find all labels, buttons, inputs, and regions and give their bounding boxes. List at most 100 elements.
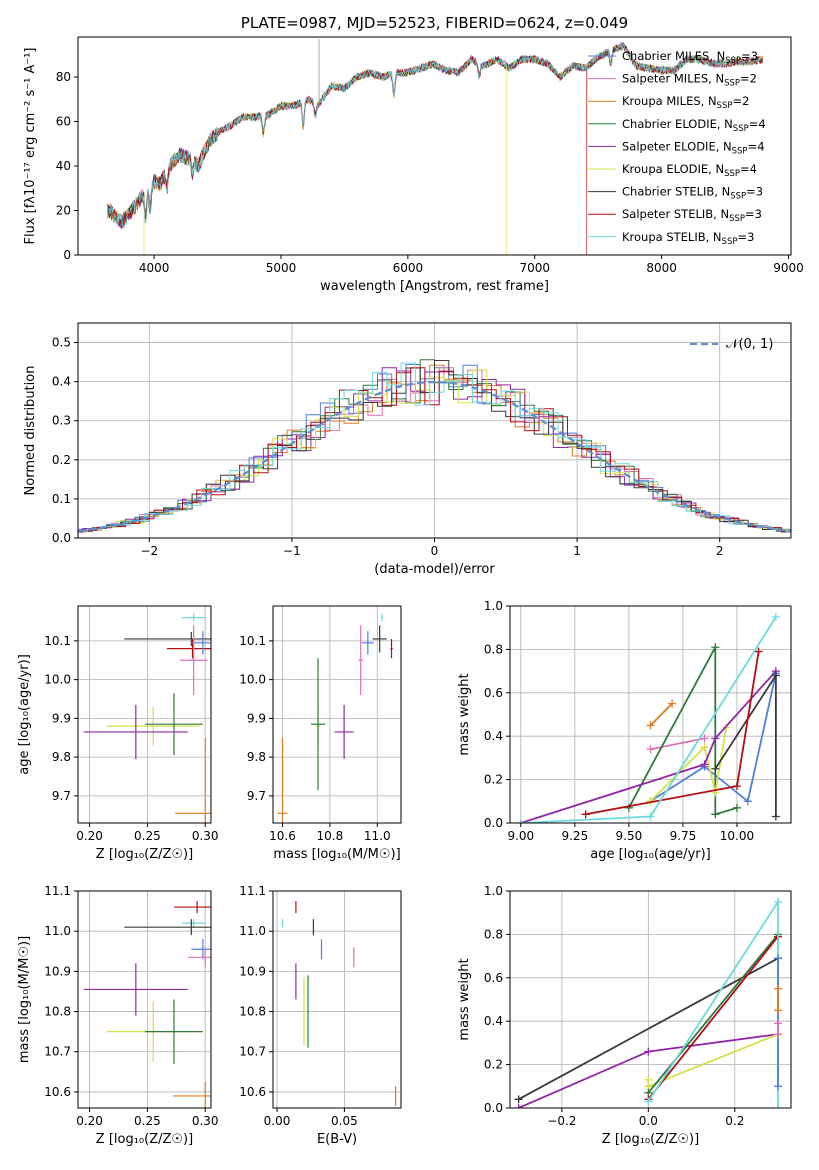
x-tick-label: 11.0	[364, 829, 391, 843]
errorbars	[83, 901, 211, 1108]
y-tick-label: 0.8	[484, 927, 503, 941]
weight-line-kroupa-miles	[649, 702, 673, 727]
errorbar-point	[358, 625, 364, 696]
weight-marker	[771, 612, 780, 621]
x-tick-label: 0.2	[725, 1114, 744, 1128]
legend-subscript: SSP	[725, 56, 741, 66]
x-axis-label: mass [log₁₀(M/M☉)]	[273, 847, 400, 862]
y-tick-label: 80	[56, 70, 71, 84]
legend-label: Chabrier MILES, N	[622, 49, 725, 63]
weight-line-chabrier-miles	[650, 673, 777, 803]
legend-label: 𝒩(0, 1)	[726, 337, 773, 352]
legend-label: Salpeter MILES, N	[622, 72, 724, 86]
y-tick-label: 11.0	[44, 924, 71, 938]
axes-frame	[272, 605, 402, 824]
x-tick-label: 7000	[519, 261, 550, 275]
y-axis-label: Normed distribution	[23, 366, 38, 496]
weight-marker	[711, 764, 720, 773]
axes-frame	[77, 605, 212, 824]
y-tick-label: 9.7	[52, 789, 71, 803]
weight-lines	[514, 897, 783, 1108]
legend-entry: Kroupa MILES, NSSP=2	[622, 94, 749, 111]
weight-marker	[774, 1006, 783, 1015]
x-tick-label: 0.25	[134, 829, 161, 843]
y-tick-label: 10.9	[44, 964, 71, 978]
y-tick-label: 10.1	[239, 634, 266, 648]
age-vs-z-panel: 0.20 0.25 0.30 9.7 9.8 9.9 10.0 10.1 Z [log₁₀(Z/…	[17, 605, 219, 862]
y-axis-label: mass weight	[457, 958, 472, 1040]
mass-vs-z-panel: 0.20 0.25 0.30 10.6 10.7 10.8 10.9 11.0 11.1 Z [l…	[17, 884, 219, 1147]
errorbar-point	[380, 613, 384, 622]
x-axis-label: E(B-V)	[317, 1132, 357, 1147]
y-tick-label: 0	[63, 248, 71, 262]
weight-marker	[754, 647, 763, 656]
y-tick-label: 1.0	[484, 884, 503, 898]
errorbar-point	[167, 638, 211, 659]
legend-label: Chabrier ELODIE, N	[622, 117, 733, 131]
x-axis-label: (data-model)/error	[374, 562, 495, 577]
weight-marker	[646, 721, 655, 730]
errorbar-point	[277, 737, 288, 823]
legend-label: Kroupa MILES, N	[622, 94, 717, 108]
x-tick-label: 0.20	[76, 1114, 103, 1128]
y-tick-label: 11.1	[239, 884, 266, 898]
legend-count: =3	[746, 185, 763, 199]
x-tick-label: −2	[140, 544, 158, 558]
errorbar-point	[172, 1081, 211, 1108]
y-tick-label: 9.8	[52, 750, 71, 764]
y-tick-label: 0.1	[52, 492, 71, 506]
y-tick-label: 1.0	[484, 599, 503, 613]
x-tick-label: 4000	[139, 261, 170, 275]
legend-subscript: SSP	[724, 169, 740, 179]
age-vs-mass-panel: 10.6 10.8 11.0 9.7 9.8 9.9 10.0 10.1 mass [log₁₀…	[239, 605, 402, 862]
y-tick-label: 0.6	[484, 971, 503, 985]
x-tick-label: −1	[283, 544, 301, 558]
legend-entry: Salpeter ELODIE, NSSP=4	[622, 139, 765, 156]
weight-marker	[774, 1104, 783, 1108]
y-tick-label: 0.8	[484, 642, 503, 656]
errorbar-point	[83, 963, 188, 1016]
errorbar-point	[124, 919, 211, 936]
y-axis-label: age [log₁₀(age/yr)]	[17, 654, 32, 775]
legend-entry: Chabrier MILES, NSSP=3	[622, 49, 758, 66]
legend-entry: Kroupa STELIB, NSSP=3	[622, 230, 754, 247]
x-axis-label: age [log₁₀(age/yr)]	[590, 847, 711, 862]
errorbar-point	[182, 613, 206, 622]
x-axis-label: Z [log₁₀(Z/Z☉)]	[96, 1132, 193, 1147]
x-tick-label: 0.25	[134, 1114, 161, 1128]
errorbar-point	[145, 693, 203, 756]
x-tick-label: 9.75	[670, 829, 697, 843]
y-tick-label: 0.2	[484, 773, 503, 787]
y-tick-label: 0.3	[52, 414, 71, 428]
y-tick-label: 60	[56, 115, 71, 129]
x-tick-label: 8000	[646, 261, 677, 275]
weight-line-chabrier-elodie	[647, 933, 779, 1094]
weight-marker	[774, 1030, 783, 1039]
x-tick-label: 9000	[773, 261, 804, 275]
weight-line-salpeter-miles	[650, 737, 705, 751]
errorbar-point	[173, 901, 211, 914]
legend-count: =2	[740, 72, 757, 86]
y-tick-label: 10.1	[44, 634, 71, 648]
y-tick-label: 0.0	[484, 816, 503, 830]
x-tick-label: 1	[573, 544, 581, 558]
y-tick-label: 0.4	[484, 1014, 503, 1028]
weight-marker	[700, 743, 709, 752]
weight-line-kroupa-stelib	[647, 898, 779, 1108]
chart-title: PLATE=0987, MJD=52523, FIBERID=0624, z=0…	[241, 14, 628, 32]
y-tick-label: 10.6	[44, 1085, 71, 1099]
x-tick-label: 5000	[266, 261, 297, 275]
x-tick-label: 0.00	[264, 1114, 291, 1128]
errorbar-point	[182, 919, 206, 928]
x-tick-label: 0.30	[192, 829, 219, 843]
mass-vs-ebv-panel: 0.00 0.05 10.6 10.7 10.8 10.9 11.0 11.1 E(B-V)	[239, 884, 402, 1147]
weight-marker	[732, 782, 741, 791]
weight-line-chabrier-elodie	[628, 646, 738, 816]
y-tick-label: 0.4	[52, 375, 71, 389]
spectrum-panel: 4000 5000 6000 7000 8000 9000 0 20 40 60 80 wavelen…	[23, 14, 804, 294]
weight-marker	[711, 810, 720, 819]
y-tick-label: 9.7	[247, 789, 266, 803]
weight-marker	[514, 1104, 523, 1108]
legend-count: =3	[741, 49, 758, 63]
